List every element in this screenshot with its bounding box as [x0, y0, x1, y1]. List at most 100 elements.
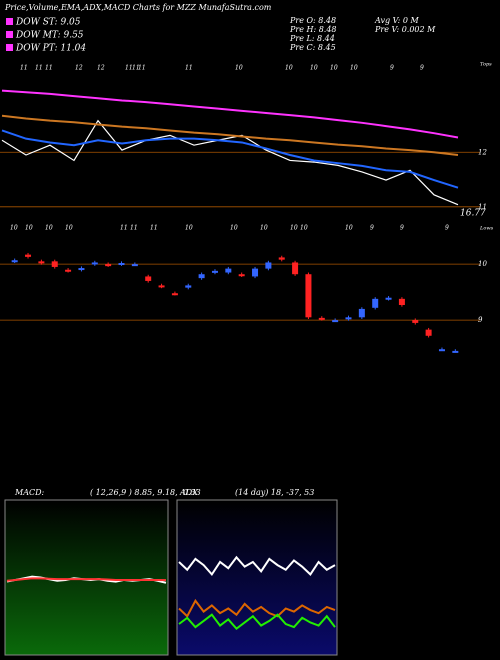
- date-label: 9: [400, 225, 404, 232]
- date-label: 11: [130, 225, 138, 232]
- date-label: 11: [125, 65, 133, 72]
- candle-body: [171, 293, 178, 296]
- y-tick-label: 9: [478, 316, 483, 324]
- y-tick-label: 12: [478, 148, 487, 156]
- volume: Avg V: 0 M: [374, 16, 419, 25]
- candle-body: [238, 274, 245, 277]
- y-tick-label: 10: [478, 260, 487, 268]
- candle-body: [438, 349, 445, 352]
- candle-body: [78, 268, 85, 271]
- dow-text: DOW PT: 11.04: [15, 44, 86, 54]
- candle-body: [358, 308, 365, 318]
- candle-body: [278, 257, 285, 260]
- side-label: Lows: [479, 226, 494, 232]
- date-label: 12: [97, 65, 105, 72]
- candle-body: [345, 317, 352, 320]
- candle-body: [211, 270, 218, 273]
- candle-body: [11, 260, 18, 263]
- date-label: 11: [185, 65, 193, 72]
- series-line: [1, 114, 459, 156]
- candle-body: [91, 262, 98, 265]
- date-label: 11: [120, 225, 128, 232]
- candle-body: [131, 264, 138, 267]
- panel-subtitle: (14 day) 18, -37, 53: [235, 488, 314, 497]
- date-label: 10: [25, 225, 33, 232]
- quote: Pre C: 8.45: [289, 43, 336, 52]
- date-label: 11: [150, 225, 158, 232]
- date-label: 11: [138, 65, 146, 72]
- candle-body: [198, 274, 205, 279]
- candle-body: [305, 274, 312, 318]
- candle-body: [105, 264, 112, 267]
- panel-title: ADX: [179, 488, 198, 497]
- panel-title: MACD:: [14, 488, 45, 497]
- date-label: 11: [35, 65, 43, 72]
- series-line: [178, 613, 336, 631]
- date-label: 10: [330, 65, 338, 72]
- candle-body: [158, 285, 165, 288]
- series-line: [1, 129, 459, 189]
- annotation: 16.77: [460, 209, 486, 219]
- date-label: 10: [65, 225, 73, 232]
- date-label: 10: [310, 65, 318, 72]
- volume: Pre V: 0.002 M: [374, 25, 436, 34]
- candle-body: [38, 261, 45, 264]
- series-line: [178, 598, 336, 618]
- candle-body: [292, 262, 299, 275]
- date-label: 9: [420, 65, 424, 72]
- date-label: 10: [235, 65, 243, 72]
- dow-text: DOW MT: 9.55: [15, 31, 84, 41]
- quote: Pre H: 8.48: [289, 25, 337, 34]
- side-label: Tops: [480, 62, 492, 68]
- candle-body: [412, 320, 419, 323]
- date-label: 11: [20, 65, 28, 72]
- candle-body: [425, 329, 432, 336]
- date-label: 10: [285, 65, 293, 72]
- date-label: 10: [345, 225, 353, 232]
- date-label: 10: [290, 225, 298, 232]
- candle-body: [318, 317, 325, 320]
- date-label: 10: [185, 225, 193, 232]
- dow-icon: [6, 18, 13, 25]
- adx-panel: [176, 499, 338, 656]
- series-line: [1, 119, 459, 206]
- candle-body: [225, 268, 232, 273]
- date-label: 12: [75, 65, 83, 72]
- candle-body: [372, 298, 379, 308]
- panel-subtitle: ( 12,26,9 ) 8.85, 9.18, -0.33: [90, 488, 201, 497]
- chart-title: Price,Volume,EMA,ADX,MACD Charts for MZZ…: [4, 3, 272, 12]
- candle-body: [332, 320, 339, 323]
- date-label: 10: [10, 225, 18, 232]
- quote: Pre O: 8.48: [289, 16, 336, 25]
- quote: Pre L: 8.44: [289, 34, 335, 43]
- candle-body: [452, 350, 459, 353]
- candle-body: [185, 285, 192, 288]
- candle-body: [398, 298, 405, 305]
- date-label: 9: [370, 225, 374, 232]
- y-tick-label: 11: [478, 203, 487, 211]
- dow-icon: [6, 31, 13, 38]
- dow-icon: [6, 44, 13, 51]
- date-label: 9: [445, 225, 449, 232]
- date-label: 10: [260, 225, 268, 232]
- date-label: 10: [350, 65, 358, 72]
- dow-text: DOW ST: 9.05: [15, 18, 81, 28]
- series-line: [1, 89, 459, 139]
- candle-body: [385, 297, 392, 300]
- date-label: 10: [300, 225, 308, 232]
- date-label: 10: [45, 225, 53, 232]
- date-label: 11: [45, 65, 53, 72]
- series-line: [178, 555, 336, 577]
- candle-body: [25, 254, 32, 257]
- candle-body: [65, 269, 72, 272]
- date-label: 11: [132, 65, 140, 72]
- date-label: 10: [230, 225, 238, 232]
- candle-body: [118, 263, 125, 266]
- candle-body: [145, 276, 152, 281]
- series-line: [6, 577, 167, 582]
- candle-body: [252, 268, 259, 277]
- candle-body: [51, 261, 58, 267]
- candle-body: [265, 262, 272, 269]
